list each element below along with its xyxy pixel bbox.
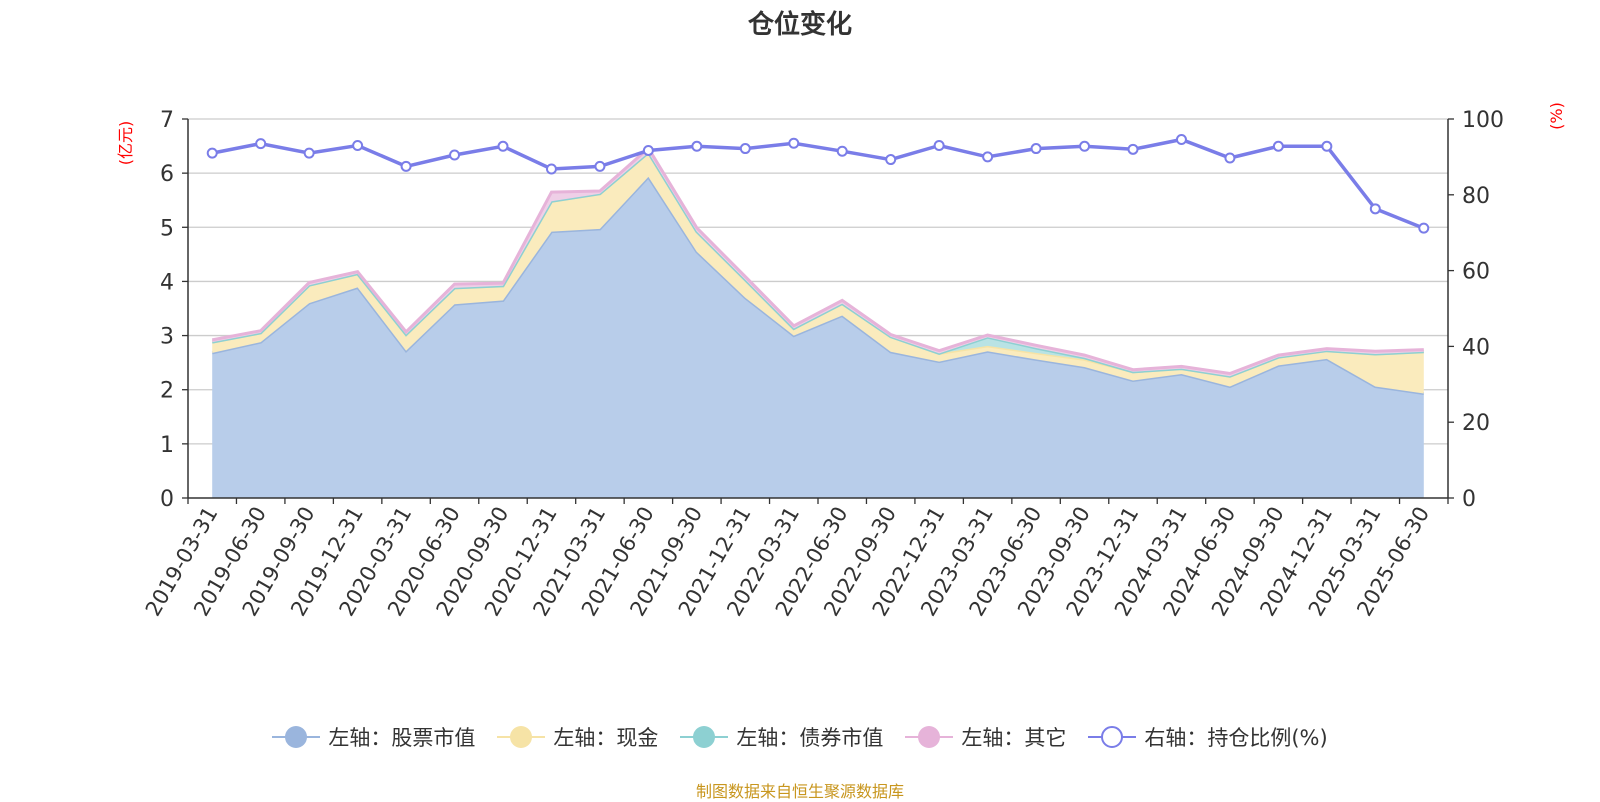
ratio-point [352,140,364,152]
right-axis-tick-label: 40 [1462,335,1490,360]
ratio-point [497,140,509,152]
right-axis-tick-label: 60 [1462,260,1490,285]
ratio-line [211,137,1425,230]
area-edge-series-4 [211,145,1424,376]
right-axis-tick-label: 80 [1462,184,1490,209]
legend-label: 左轴：债券市值 [736,726,884,750]
legend-swatch-dot [510,726,533,748]
legend-swatch [497,724,546,750]
right-axis-tick-label: 20 [1462,411,1490,436]
legend-label: 右轴：持仓比例(%) [1144,726,1328,750]
legend-item[interactable]: 右轴：持仓比例(%) [1088,722,1328,752]
ratio-point [1224,152,1236,164]
ratio-point [449,149,461,161]
legend-swatch-dot [918,726,941,748]
chart-title: 仓位变化 [747,10,852,40]
right-axis-tick-label: 0 [1462,487,1476,512]
legend-item[interactable]: 左轴：股票市值 [272,722,475,752]
left-axis-tick-label: 7 [160,108,174,133]
legend: 左轴：股票市值 左轴：现金 左轴：债券市值 左轴：其它 右轴：持仓比例(%) [0,722,1600,752]
ratio-point [594,160,606,172]
ratio-point [400,160,412,172]
legend-swatch [272,724,321,750]
left-axis-tick-label: 3 [160,325,174,350]
ratio-line-layer [206,133,1430,234]
left-axis-tick-label: 6 [160,162,174,187]
left-axis-label: (亿元) [116,121,135,166]
legend-swatch-dot [285,726,308,748]
ratio-point [1030,143,1042,155]
legend-label: 左轴：其它 [961,726,1067,750]
ratio-point [982,151,994,163]
ratio-point [788,137,800,149]
legend-label: 左轴：现金 [553,726,659,750]
left-axis-tick-label: 2 [160,379,174,404]
area-series-4 [212,148,1424,377]
legend-swatch-dot [1101,726,1124,748]
legend-swatch [680,724,729,750]
legend-swatch-dot [693,726,716,748]
ratio-point [1175,133,1187,145]
ratio-point [1321,140,1333,152]
left-axis-tick-label: 0 [160,487,174,512]
ratio-point [739,143,751,155]
legend-item[interactable]: 左轴：债券市值 [680,722,883,752]
right-axis-label: (%) [1547,102,1566,130]
legend-item[interactable]: 左轴：其它 [905,722,1066,752]
ratio-point [1369,203,1381,215]
ratio-point [836,145,848,157]
legend-swatch [1088,724,1137,750]
legend-item[interactable]: 左轴：现金 [497,722,658,752]
ratio-point [885,154,897,166]
ratio-point [255,138,267,150]
ratio-point [303,147,315,159]
ratio-point [545,163,557,175]
left-axis-tick-label: 4 [160,270,174,295]
area-series-1 [212,176,1424,498]
legend-label: 左轴：股票市值 [328,726,476,750]
ratio-point [933,140,945,152]
ratio-point [1272,140,1284,152]
area-layer [211,145,1425,498]
ratio-point [1127,143,1139,155]
left-axis-tick-label: 5 [160,216,174,241]
ratio-point [642,144,654,156]
right-axis-tick-label: 100 [1462,108,1504,133]
ratio-point [206,147,218,159]
source-note: 制图数据来自恒生聚源数据库 [695,782,904,801]
ratio-point [1079,140,1091,152]
ratio-point [691,140,703,152]
ratio-point [1418,222,1430,234]
left-axis-tick-label: 1 [160,433,174,458]
legend-swatch [905,724,954,750]
